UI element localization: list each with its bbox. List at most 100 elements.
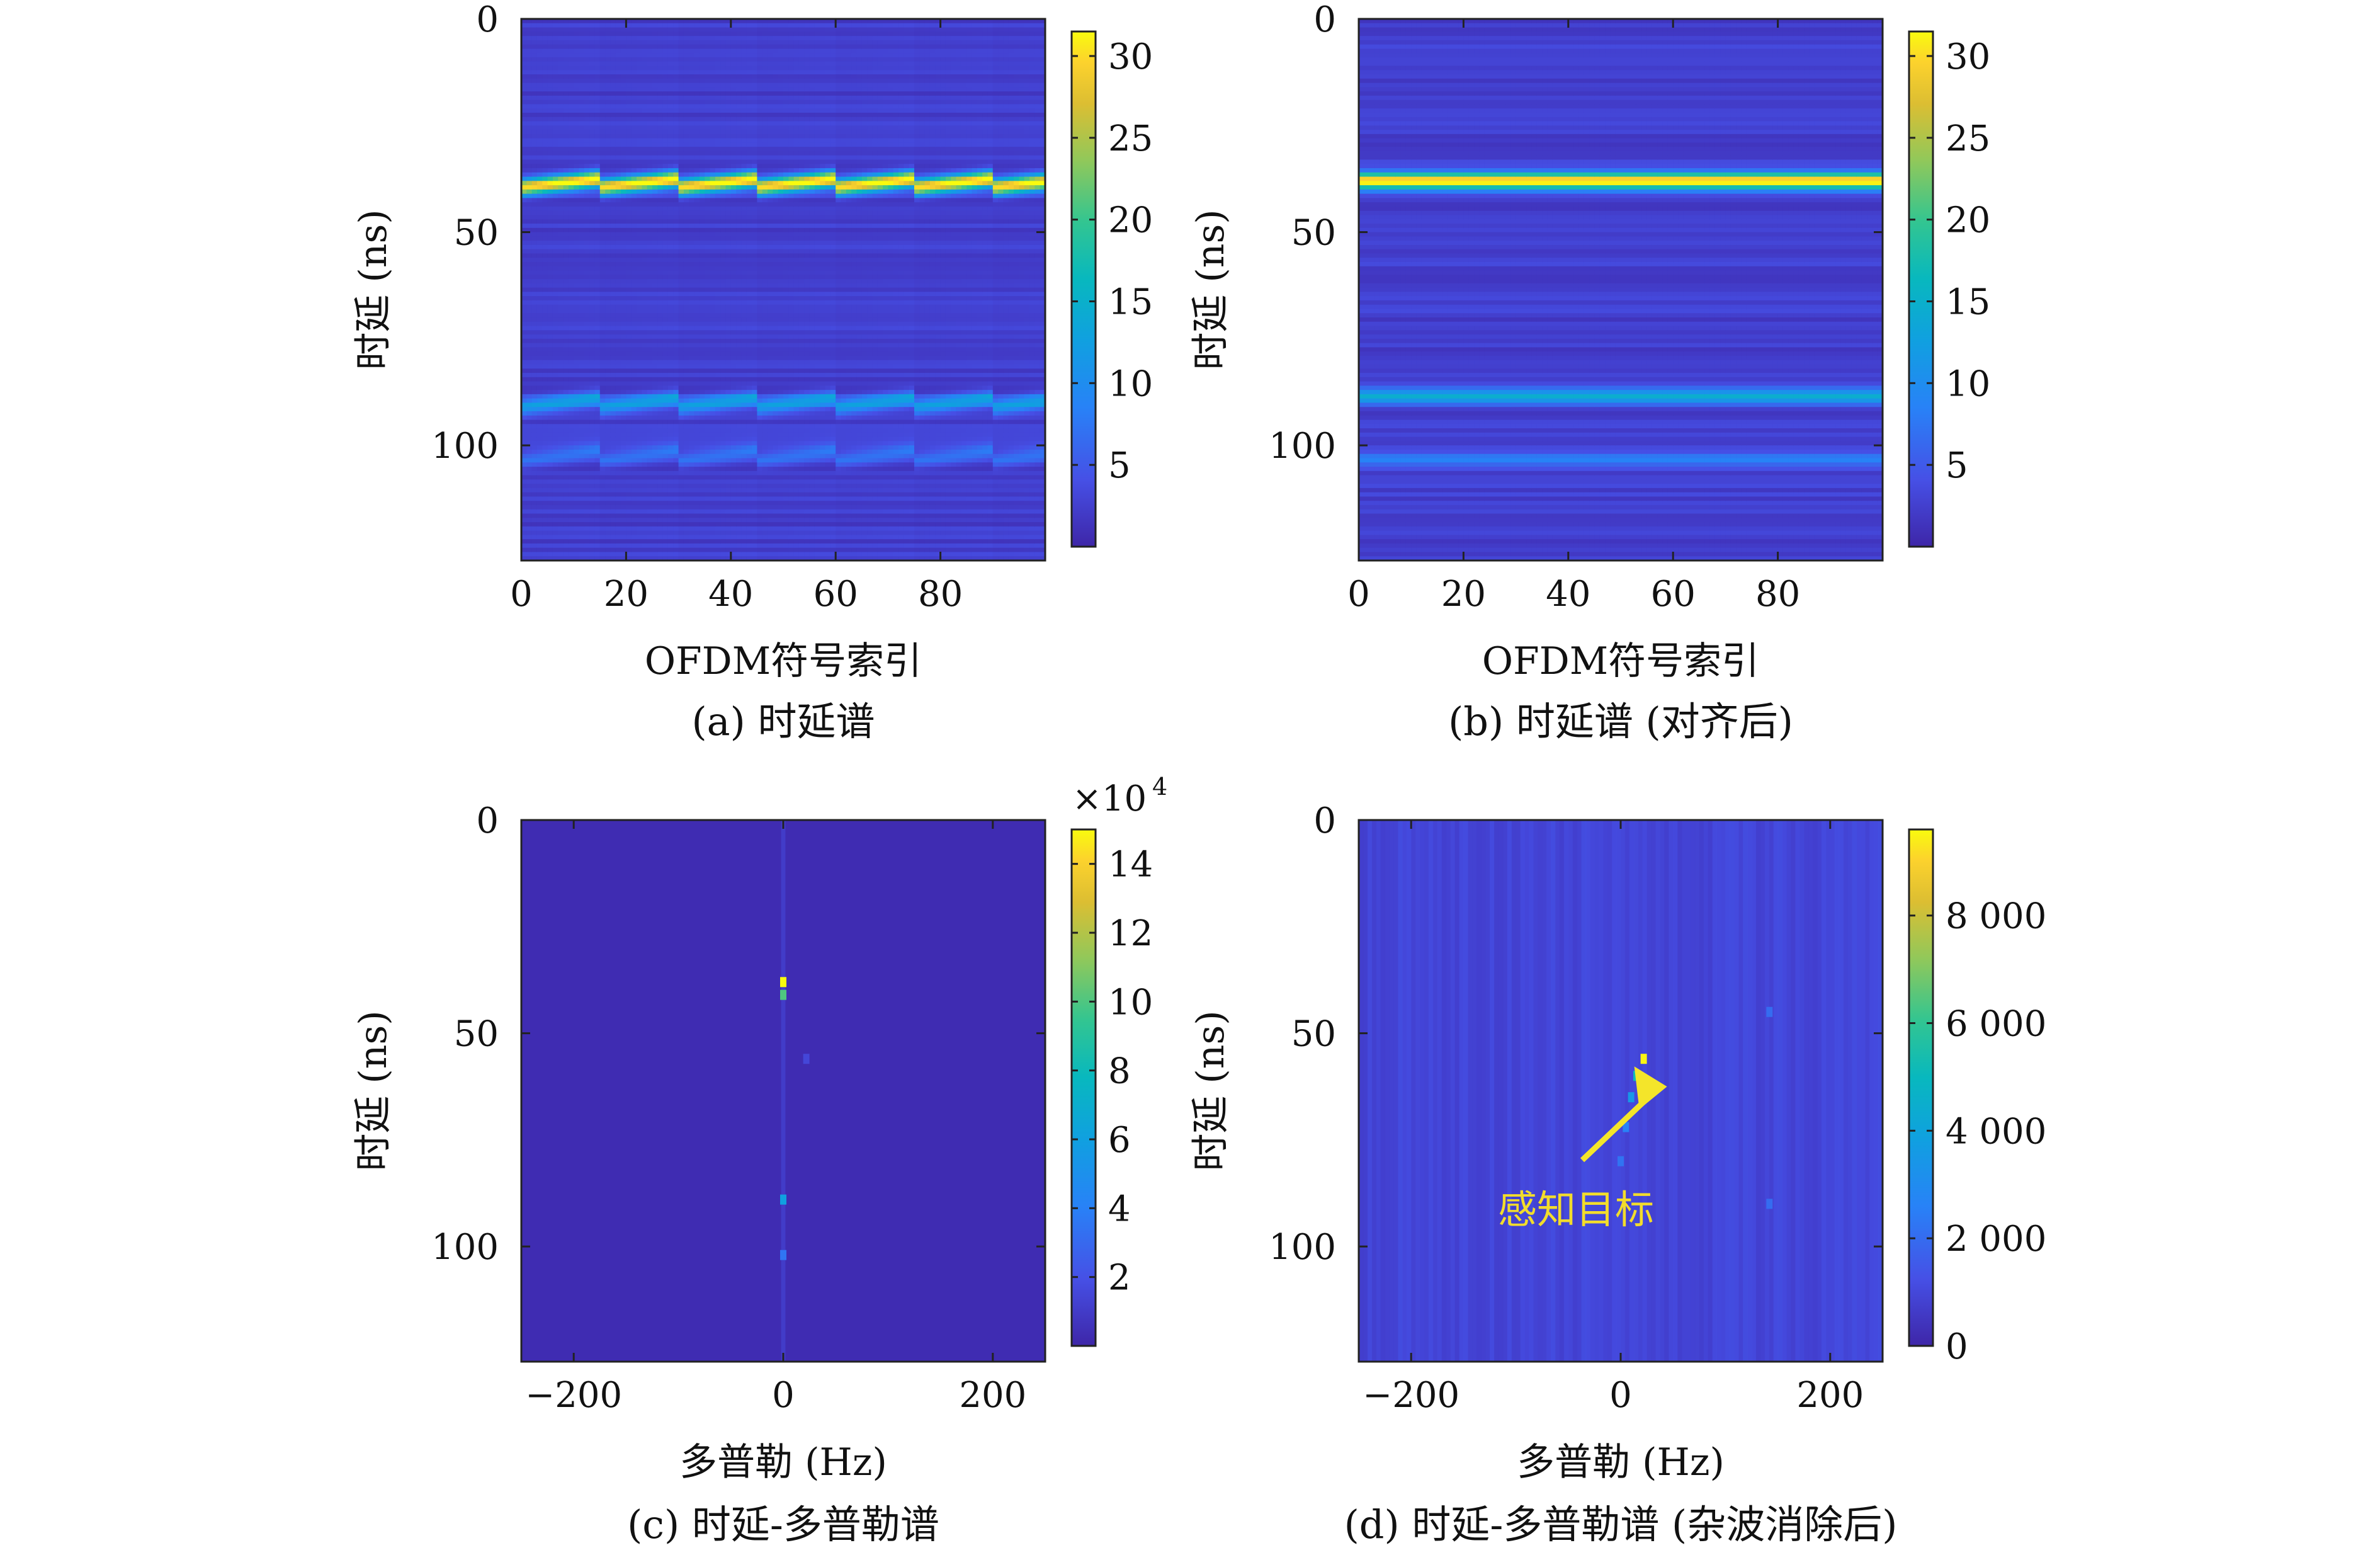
heatmap-cell: [642, 355, 648, 361]
heatmap-cell: [715, 168, 721, 173]
heatmap-cell: [705, 441, 711, 446]
heatmap-cell: [631, 227, 637, 233]
heatmap-cell: [694, 462, 700, 467]
heatmap-cell: [594, 309, 601, 314]
heatmap-cell: [536, 360, 543, 365]
heatmap-cell: [599, 326, 606, 331]
heatmap-cell: [652, 436, 658, 441]
heatmap-cell: [631, 117, 637, 122]
heatmap-cell: [531, 91, 538, 96]
heatmap-cell: [699, 547, 705, 553]
heatmap-cell: [652, 121, 658, 126]
heatmap-cell: [647, 176, 653, 181]
heatmap-cell: [673, 377, 679, 382]
heatmap-cell: [589, 104, 596, 109]
heatmap-cell: [667, 394, 674, 399]
heatmap-cell: [621, 407, 626, 412]
heatmap-cell: [547, 142, 553, 147]
heatmap-cell: [526, 198, 533, 203]
heatmap-cell: [667, 241, 674, 246]
heatmap-cell: [605, 253, 611, 258]
heatmap-cell: [678, 296, 684, 301]
heatmap-cell: [589, 249, 596, 254]
heatmap-cell: [621, 530, 626, 535]
heatmap-cell: [521, 70, 527, 75]
heatmap-cell: [526, 125, 533, 130]
heatmap-cell: [667, 424, 674, 429]
heatmap-cell: [642, 428, 648, 433]
heatmap-cell: [637, 130, 642, 135]
heatmap-cell: [631, 176, 637, 181]
heatmap-cell: [615, 227, 621, 233]
heatmap-cell: [652, 539, 658, 544]
heatmap-cell: [552, 164, 558, 169]
heatmap-cell: [526, 279, 533, 284]
heatmap-cell: [683, 436, 689, 441]
heatmap-cell: [678, 176, 684, 181]
heatmap-cell: [631, 436, 637, 441]
heatmap-cell: [662, 232, 669, 237]
heatmap-cell: [683, 66, 689, 71]
heatmap-cell: [526, 539, 533, 544]
heatmap-cell: [647, 155, 653, 161]
heatmap-cell: [594, 176, 601, 181]
heatmap-cell: [657, 134, 664, 139]
heatmap-cell: [584, 475, 590, 480]
heatmap-cell: [552, 504, 558, 510]
heatmap-cell: [526, 436, 533, 441]
heatmap-cell: [689, 347, 695, 352]
heatmap-cell: [626, 100, 632, 105]
heatmap-cell: [594, 121, 601, 126]
heatmap-cell: [605, 313, 611, 318]
heatmap-cell: [652, 496, 658, 501]
heatmap-cell: [615, 296, 621, 301]
heatmap-cell: [689, 117, 695, 122]
heatmap-cell: [584, 539, 590, 544]
heatmap-cell: [689, 172, 695, 178]
heatmap-cell: [558, 258, 564, 263]
heatmap-cell: [626, 130, 632, 135]
heatmap-cell: [615, 309, 621, 314]
heatmap-cell: [558, 373, 564, 378]
heatmap-cell: [574, 355, 580, 361]
heatmap-cell: [579, 31, 585, 37]
heatmap-cell: [579, 112, 585, 118]
heatmap-cell: [637, 394, 642, 399]
heatmap-cell: [589, 309, 596, 314]
heatmap-cell: [689, 95, 695, 101]
heatmap-cell: [725, 159, 732, 164]
heatmap-cell: [662, 95, 669, 101]
heatmap-cell: [542, 279, 548, 284]
heatmap-cell: [652, 206, 658, 212]
heatmap-cell: [631, 475, 637, 480]
heatmap-cell: [642, 31, 648, 37]
heatmap-cell: [521, 19, 527, 24]
heatmap-cell: [689, 373, 695, 378]
heatmap-cell: [621, 321, 626, 327]
heatmap-cell: [552, 458, 558, 463]
heatmap-cell: [631, 95, 637, 101]
heatmap-cell: [652, 215, 658, 220]
heatmap-cell: [599, 155, 606, 161]
heatmap-cell: [531, 48, 538, 54]
heatmap-cell: [563, 193, 569, 199]
heatmap-cell: [626, 215, 632, 220]
heatmap-cell: [705, 61, 711, 67]
heatmap-cell: [558, 53, 564, 58]
heatmap-cell: [667, 317, 674, 322]
heatmap-cell: [563, 522, 569, 527]
heatmap-cell: [589, 462, 596, 467]
heatmap-cell: [574, 283, 580, 288]
heatmap-cell: [574, 91, 580, 96]
heatmap-cell: [542, 449, 548, 455]
heatmap-cell: [652, 61, 658, 67]
heatmap-cell: [552, 224, 558, 229]
heatmap-cell: [594, 513, 601, 518]
heatmap-cell: [720, 309, 727, 314]
heatmap-cell: [683, 134, 689, 139]
heatmap-cell: [662, 390, 669, 395]
heatmap-cell: [547, 338, 553, 344]
heatmap-cell: [710, 36, 716, 41]
heatmap-cell: [536, 70, 543, 75]
heatmap-cell: [521, 445, 527, 450]
